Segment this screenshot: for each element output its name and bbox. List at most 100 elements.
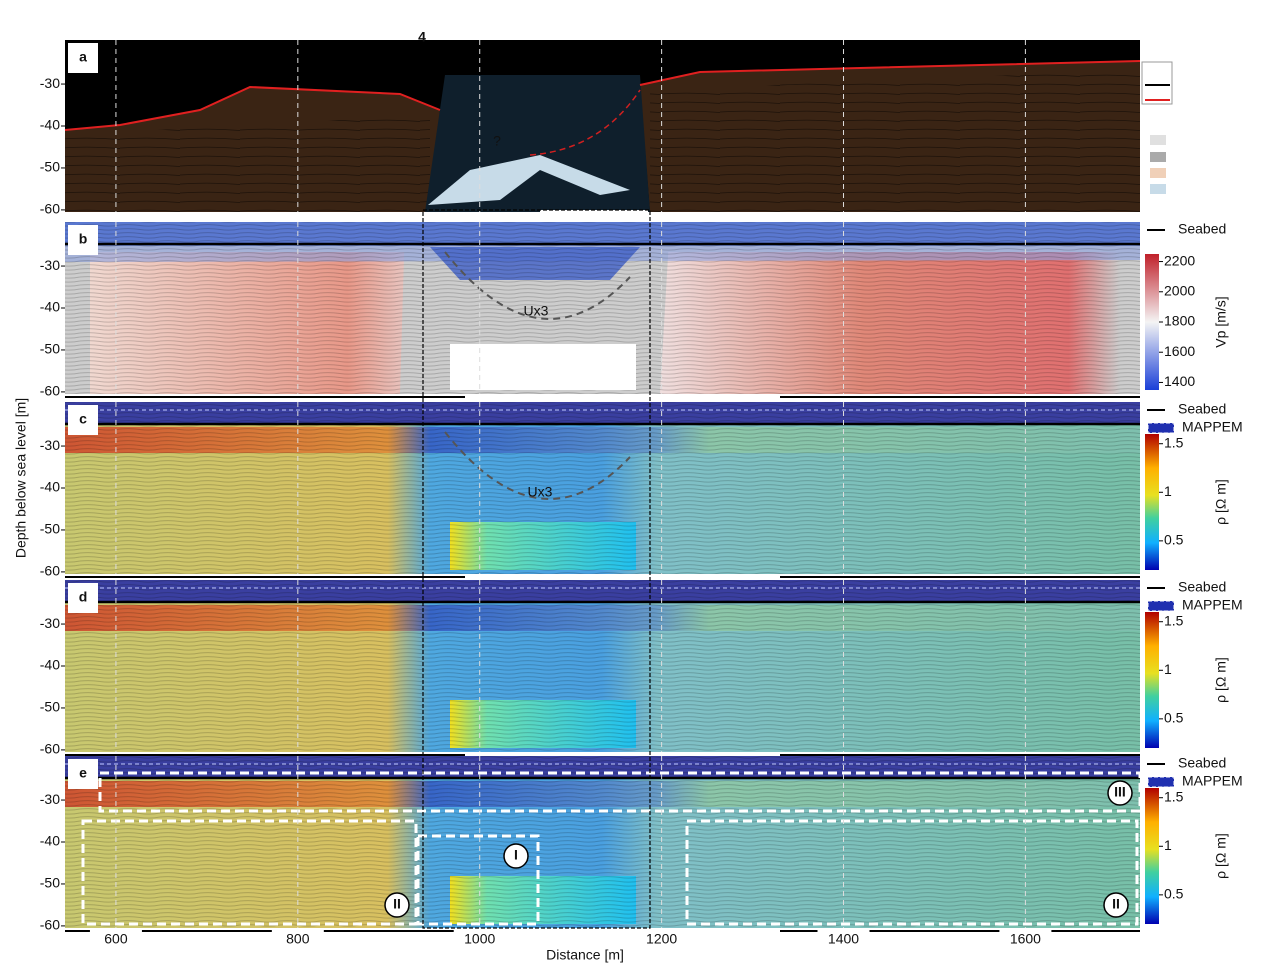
colorbar-tick-label: 2200	[1164, 252, 1195, 268]
tick-box	[1161, 707, 1205, 730]
panel-label-box	[68, 225, 98, 255]
legend-box	[1165, 754, 1275, 776]
depth-tick-label: -60	[40, 563, 60, 579]
panel: -30 -40 -50 -60 b Ux3 Seabed Vp [m/s] 2200 2000 18…	[40, 220, 1275, 399]
tick-box	[1161, 529, 1205, 552]
tick-box	[817, 929, 870, 951]
legend-box	[1165, 578, 1275, 600]
distance-tick-label: 1400	[828, 931, 859, 947]
depth-tick-label: -50	[40, 699, 60, 715]
legend-swatch	[1150, 184, 1166, 194]
annotation-circle	[1103, 892, 1129, 918]
legend-label: Seabed	[1178, 579, 1226, 595]
colorbar-label: ρ [Ω m]	[1213, 657, 1229, 703]
seismic-texture	[65, 580, 1140, 752]
depth-tick-label: -30	[40, 257, 60, 273]
annotation: Ux3	[528, 484, 553, 500]
legend-swatch	[1147, 776, 1175, 788]
depth-tick-label: -50	[40, 159, 60, 175]
colorbar-label: Vp [m/s]	[1213, 296, 1229, 347]
tick-box	[1161, 250, 1205, 273]
depth-tick-label: -40	[40, 117, 60, 133]
legend-label: Seabed	[1178, 221, 1226, 237]
depth-tick-label: -40	[40, 657, 60, 673]
depth-tick-label: -40	[40, 299, 60, 315]
tick-box	[1161, 481, 1205, 504]
depth-tick-label: -30	[40, 615, 60, 631]
legend-swatch	[1147, 600, 1175, 612]
annotation: I	[514, 847, 518, 863]
tick-box	[1161, 659, 1205, 682]
depth-tick-label: -30	[40, 791, 60, 807]
panel-label-box	[68, 759, 98, 789]
annotation-circle	[384, 892, 410, 918]
legend-label: Seabed	[1178, 401, 1226, 417]
colorbar-tick-label: 1	[1164, 483, 1172, 499]
colorbar	[1145, 254, 1159, 390]
distance-tick-label: 1000	[464, 931, 495, 947]
colorbar	[1145, 788, 1159, 924]
legend-box	[1165, 400, 1275, 422]
colorbar-tick-label: 1.5	[1164, 612, 1184, 628]
axis-title-box	[530, 944, 640, 966]
distance-tick-label: 800	[286, 931, 310, 947]
colorbar-tick-label: 1600	[1164, 343, 1195, 359]
panel-label: b	[79, 231, 88, 247]
colorbar-tick-label: 2000	[1164, 282, 1195, 298]
colorbar-tick-label: 0.5	[1164, 532, 1184, 548]
zone-box	[81, 819, 418, 926]
tick-box	[1161, 280, 1205, 303]
annotation: Ux3	[524, 303, 549, 319]
annotation: III	[1114, 784, 1126, 800]
tick-box	[1161, 610, 1205, 633]
tick-box	[1161, 311, 1205, 333]
colorbar-tick-label: 1	[1164, 661, 1172, 677]
tick-box	[1161, 341, 1205, 364]
colorbar-label: ρ [Ω m]	[1213, 479, 1229, 525]
depth-tick-label: -60	[40, 201, 60, 217]
colorbar	[1145, 434, 1159, 570]
annotation: II	[393, 896, 401, 912]
distance-tick-label: 1600	[1010, 931, 1041, 947]
panel-label: d	[79, 589, 88, 605]
layering	[65, 70, 1140, 212]
colorbar-tick-label: 0.5	[1164, 710, 1184, 726]
legend-swatch	[1147, 422, 1175, 434]
tick-box	[1161, 786, 1205, 809]
top-label: 4	[418, 29, 426, 45]
panel-label-box	[68, 43, 98, 73]
legend-box	[1165, 220, 1275, 242]
panel-label-box	[68, 405, 98, 435]
legend-swatch	[1150, 152, 1166, 162]
zone-box	[98, 771, 1142, 813]
legend-label: MAPPEM	[1182, 597, 1243, 613]
legend-label: Seabed	[1178, 755, 1226, 771]
annotation: II	[1112, 896, 1120, 912]
depth-tick-label: -30	[40, 75, 60, 91]
legend-swatch	[1150, 135, 1166, 145]
depth-tick-label: -50	[40, 875, 60, 891]
panel: -30 -40 -50 -60 d Seabed MAPPEM ρ [Ω m] 1.5 1 0.5	[40, 578, 1275, 757]
panel-label-box	[68, 583, 98, 613]
panel: -30 -40 -50 -60 c Ux3 Seabed MAPPEM ρ [Ω m] 1.5 1 0…	[40, 400, 1275, 579]
tick-box	[1161, 883, 1205, 906]
panel-label: c	[79, 411, 87, 427]
tick-box	[999, 929, 1052, 951]
distance-tick-label: 600	[104, 931, 128, 947]
annotation-circle	[1107, 780, 1133, 806]
legend-label: MAPPEM	[1182, 419, 1243, 435]
zone-box	[416, 834, 540, 926]
tick-box	[1161, 432, 1205, 455]
panel-label: e	[79, 765, 87, 781]
colorbar-tick-label: 1800	[1164, 313, 1195, 329]
depth-tick-label: -60	[40, 917, 60, 933]
depth-tick-label: -40	[40, 833, 60, 849]
depth-tick-label: -60	[40, 383, 60, 399]
depth-tick-label: -60	[40, 741, 60, 757]
colorbar-tick-label: 1.5	[1164, 434, 1184, 450]
zone-box	[685, 819, 1139, 926]
seabed-line	[64, 85, 441, 131]
depth-tick-label: -50	[40, 341, 60, 357]
